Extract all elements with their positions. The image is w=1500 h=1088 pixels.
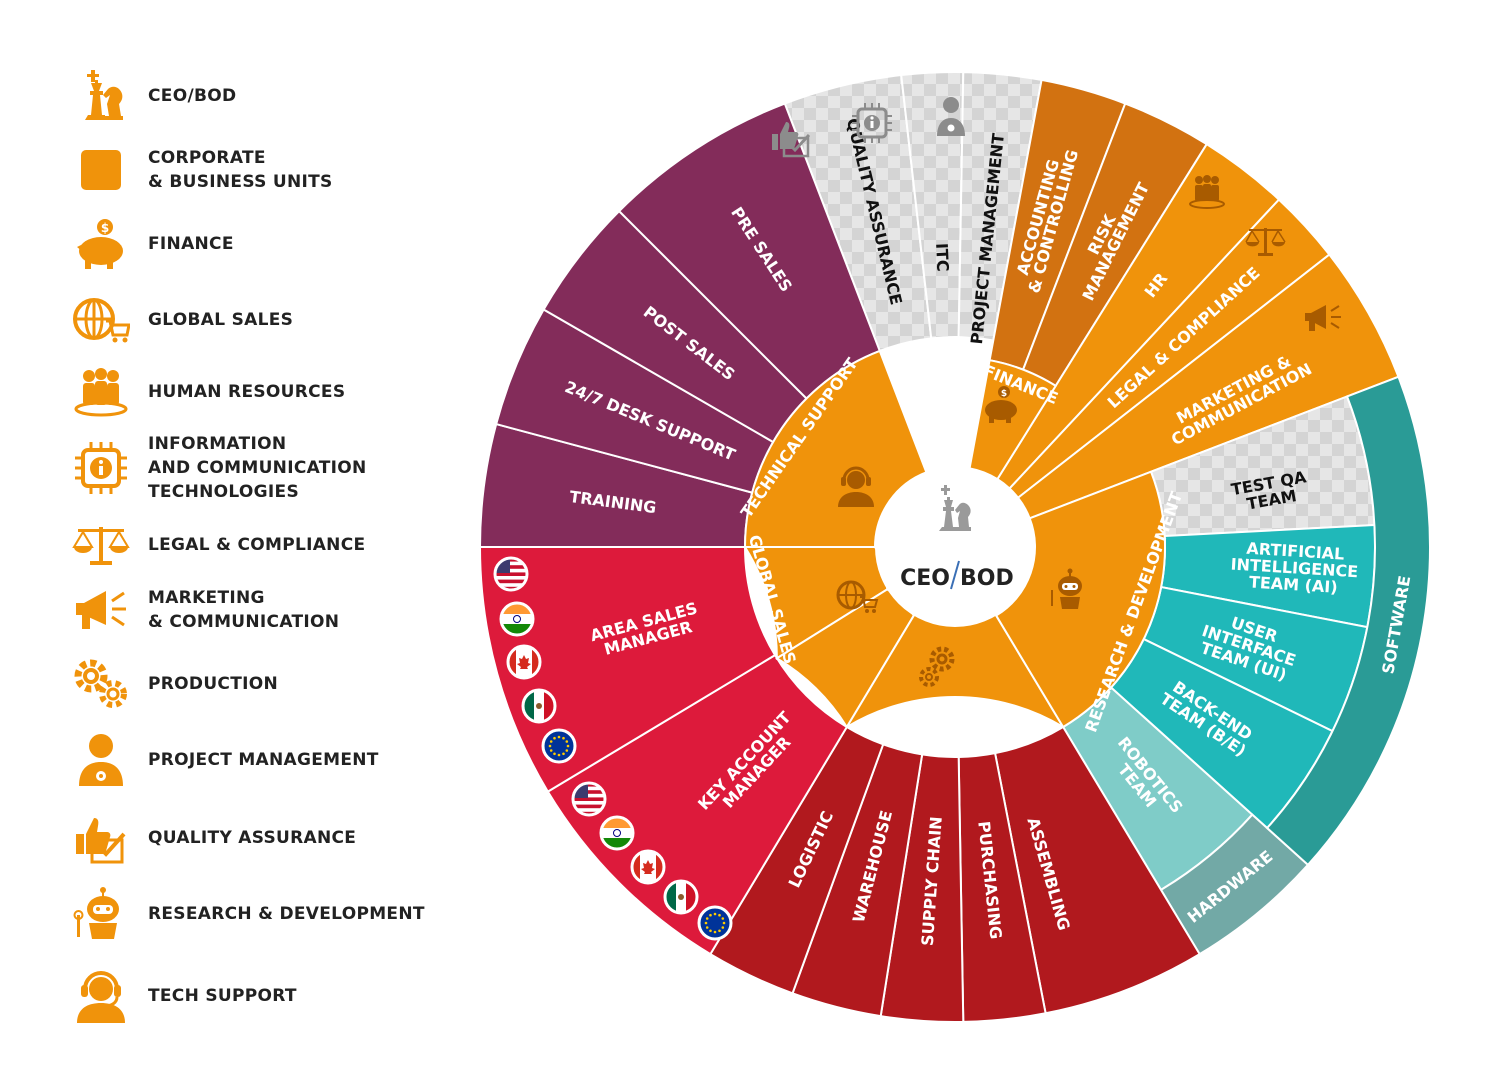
segment-software	[1265, 375, 1431, 867]
segment-supply-chain	[879, 753, 965, 1023]
legend-label: QUALITY ASSURANCE	[148, 828, 357, 848]
chess-king-knight-icon	[939, 485, 971, 531]
segment-logistic	[708, 725, 885, 995]
segment-purchasing	[957, 751, 1047, 1023]
legend-label: INFORMATION AND COMMUNICATION TECHNOLOGI…	[148, 434, 367, 502]
center-circle	[875, 467, 1035, 627]
us-flag-icon	[493, 556, 529, 592]
legend-item-ceo: CEO/BOD	[70, 66, 236, 126]
segment-itc	[900, 71, 965, 340]
india-flag-icon	[499, 601, 535, 637]
legend-label: HUMAN RESOURCES	[148, 382, 346, 402]
segment-hardware	[1159, 813, 1310, 956]
megaphone-icon	[1305, 305, 1341, 331]
legend-label: GLOBAL SALES	[148, 310, 294, 330]
segment-project-management	[957, 71, 1043, 342]
dept-finance	[968, 359, 1058, 481]
legend-item-finance: $ FINANCE	[70, 214, 234, 274]
thumbs-up-check-icon	[70, 809, 132, 867]
label-itc: ITC	[932, 243, 952, 272]
manager-icon	[937, 97, 965, 136]
legend-label: CEO/BOD	[148, 86, 237, 106]
piggy-bank-icon: $	[985, 386, 1017, 423]
legend-item-production: PRODUCTION	[70, 654, 278, 714]
center-divider	[950, 560, 960, 590]
legend-item-tech: TECH SUPPORT	[70, 966, 297, 1026]
megaphone-icon	[70, 581, 132, 639]
legend-item-global-sales: GLOBAL SALES	[70, 290, 293, 350]
legend-item-pm: PROJECT MANAGEMENT	[70, 730, 379, 790]
mexico-flag-icon	[663, 879, 699, 915]
eu-flag-icon	[697, 905, 733, 941]
legend-label: RESEARCH & DEVELOPMENT	[148, 904, 425, 924]
legend-item-hr: HUMAN RESOURCES	[70, 362, 345, 422]
headset-icon	[838, 466, 874, 507]
legend: CEO/BOD CORPORATE & BUSINESS UNITS $ FINANC…	[0, 0, 470, 1088]
legend-label: TECH SUPPORT	[148, 986, 297, 1006]
svg-text:$: $	[1001, 389, 1007, 399]
canada-flag-icon	[630, 849, 666, 885]
orange-square-icon	[70, 141, 132, 199]
robot-icon	[1051, 568, 1082, 609]
scales-icon	[70, 516, 132, 574]
canada-flag-icon	[506, 644, 542, 680]
mexico-flag-icon	[521, 688, 557, 724]
chess-king-knight-icon	[70, 67, 132, 125]
people-icon	[1189, 175, 1225, 209]
segment-assembling	[993, 725, 1202, 1015]
india-flag-icon	[599, 815, 635, 851]
label-production: PRODUCTION	[895, 723, 1015, 742]
legend-item-marketing: MARKETING & COMMUNICATION	[70, 580, 339, 640]
legend-item-ict: INFORMATION AND COMMUNICATION TECHNOLOGI…	[70, 434, 367, 502]
thumbs-up-check-icon	[772, 122, 811, 158]
robot-icon	[70, 885, 132, 943]
center-ceo-label: CEO	[900, 566, 950, 591]
segment-warehouse	[791, 743, 924, 1018]
manager-icon	[70, 731, 132, 789]
headset-icon	[70, 967, 132, 1025]
piggy-bank-icon: $	[70, 215, 132, 273]
legend-label: PROJECT MANAGEMENT	[148, 750, 379, 770]
legend-label: FINANCE	[148, 234, 234, 254]
people-icon	[70, 363, 132, 421]
legend-item-qa: QUALITY ASSURANCE	[70, 808, 356, 868]
legend-label: LEGAL & COMPLIANCE	[148, 535, 366, 555]
legend-label: CORPORATE & BUSINESS UNITS	[148, 148, 333, 192]
chip-info-icon	[70, 439, 132, 497]
gears-icon	[70, 655, 132, 713]
globe-cart-icon	[836, 580, 879, 613]
chip-info-icon	[852, 103, 892, 143]
legend-item-rnd: RESEARCH & DEVELOPMENT	[70, 884, 425, 944]
legend-item-legal: LEGAL & COMPLIANCE	[70, 515, 365, 575]
center-bod-label: BOD	[960, 566, 1014, 591]
svg-text:$: $	[101, 221, 109, 235]
eu-flag-icon	[541, 728, 577, 764]
segment-marketing	[1016, 253, 1400, 520]
legend-label: MARKETING & COMMUNICATION	[148, 588, 340, 632]
label-ai: ARTIFICIALINTELLIGENCETEAM (AI)	[1229, 538, 1360, 598]
gears-icon	[919, 646, 955, 687]
segment-key-account	[546, 653, 849, 956]
legend-label: PRODUCTION	[148, 674, 278, 694]
us-flag-icon	[571, 781, 607, 817]
scales-icon	[1245, 228, 1286, 256]
legend-item-corporate: CORPORATE & BUSINESS UNITS	[70, 140, 333, 200]
globe-cart-icon	[70, 291, 132, 349]
